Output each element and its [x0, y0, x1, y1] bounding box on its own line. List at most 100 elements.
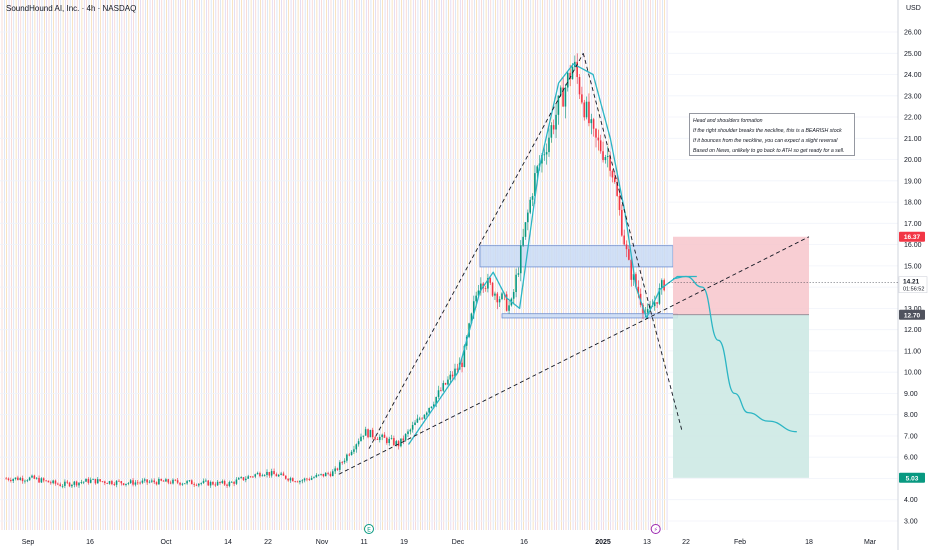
candle-body [284, 475, 287, 479]
candle-body [299, 480, 301, 483]
candle-body [637, 286, 640, 294]
candle-body [28, 477, 31, 481]
symbol-title[interactable]: SoundHound AI, Inc. · 4h · NASDAQ [6, 4, 137, 13]
candle-body [447, 379, 449, 385]
candle-body [296, 481, 299, 483]
candle-body [548, 137, 550, 153]
candle-body [188, 480, 191, 482]
candle-body [139, 482, 141, 484]
candle-body [599, 140, 602, 152]
stop-price-label-bg [899, 472, 925, 483]
candle-body [223, 481, 226, 485]
candle-body [613, 177, 616, 182]
trendlines[interactable] [338, 53, 810, 475]
candle-body [393, 438, 395, 446]
candle-body [512, 292, 515, 299]
x-tick-label: 11 [360, 539, 367, 546]
candle-body [52, 480, 54, 484]
candle-body [341, 462, 343, 464]
candle-body [275, 474, 278, 477]
candle-body [122, 483, 125, 485]
y-tick-label: 12.00 [904, 327, 922, 334]
candle-body [592, 119, 595, 129]
x-tick-label: 16 [520, 539, 528, 546]
candle-body [414, 422, 416, 426]
candle-body [249, 476, 252, 478]
y-tick-label: 7.00 [904, 434, 918, 441]
y-tick-label: 21.00 [904, 136, 922, 143]
candle-body [64, 481, 66, 486]
candle-body [162, 480, 165, 482]
candle-body [322, 473, 325, 477]
candle-body [564, 87, 567, 107]
candle-body [433, 404, 435, 407]
candle-body [658, 288, 661, 304]
annotation-note[interactable]: Head and shoulders formation If the righ… [689, 113, 855, 156]
candle-body [550, 125, 553, 138]
candle-body [216, 481, 219, 486]
candle-body [623, 235, 625, 245]
candle-body [221, 481, 224, 484]
event-markers[interactable]: E ⚡ [364, 524, 661, 534]
candle-body [557, 95, 560, 115]
candle-body [632, 274, 635, 280]
candle-body [400, 438, 402, 447]
candle-body [324, 472, 327, 477]
candle-body [501, 293, 503, 300]
candle-body [583, 102, 586, 118]
candle-body [33, 475, 36, 479]
candle-body [383, 434, 386, 438]
price-grid [0, 31, 898, 522]
candle-body [200, 482, 202, 484]
candle-body [80, 482, 83, 483]
y-tick-label: 15.00 [904, 263, 922, 270]
x-tick-label: 14 [224, 539, 232, 546]
candle-body [555, 114, 557, 130]
candle-body [355, 444, 358, 450]
candle-body [390, 438, 393, 439]
candle-body [89, 479, 92, 483]
long-short-position[interactable] [673, 236, 809, 478]
candle-body [101, 481, 104, 483]
candle-body [461, 362, 463, 367]
candle-body [376, 438, 379, 440]
candle-body [618, 195, 621, 210]
candle-body [21, 478, 24, 482]
candle-body [113, 484, 116, 485]
candle-body [494, 293, 496, 296]
candle-body [190, 480, 193, 485]
time-axis[interactable]: Sep 16 Oct 14 22 Nov 11 19 Dec 16 2025 13 22 Feb 18 Mar [22, 539, 877, 546]
y-tick-label: 9.00 [904, 391, 918, 398]
candle-body [148, 481, 151, 483]
candle-body [656, 302, 658, 304]
candle-body [381, 434, 383, 437]
candle-body [31, 475, 33, 478]
candle-body [519, 245, 522, 274]
x-tick-label: Dec [452, 539, 465, 546]
candle-body [320, 473, 322, 475]
last-price-label: 14.21 [903, 279, 920, 286]
candle-body [435, 396, 437, 405]
candle-body [472, 301, 475, 314]
candle-body [635, 274, 637, 287]
currency-label[interactable]: USD [906, 5, 921, 12]
y-tick-label: 17.00 [904, 221, 922, 228]
candle-body [263, 475, 266, 476]
candle-body [82, 481, 85, 483]
candle-body [155, 482, 158, 485]
y-tick-label: 3.00 [904, 519, 918, 526]
candle-body [421, 418, 423, 420]
candle-body [158, 478, 160, 485]
candle-body [454, 368, 456, 377]
candle-body [456, 368, 459, 370]
candle-body [602, 151, 604, 161]
projection-curve [672, 275, 797, 433]
candle-body [339, 462, 341, 470]
target-price-label: 16.37 [904, 234, 921, 241]
candle-body [428, 407, 430, 413]
candle-body [353, 449, 355, 452]
x-tick-label: 22 [682, 539, 690, 546]
candle-body [489, 278, 492, 283]
y-tick-label: 24.00 [904, 72, 922, 79]
